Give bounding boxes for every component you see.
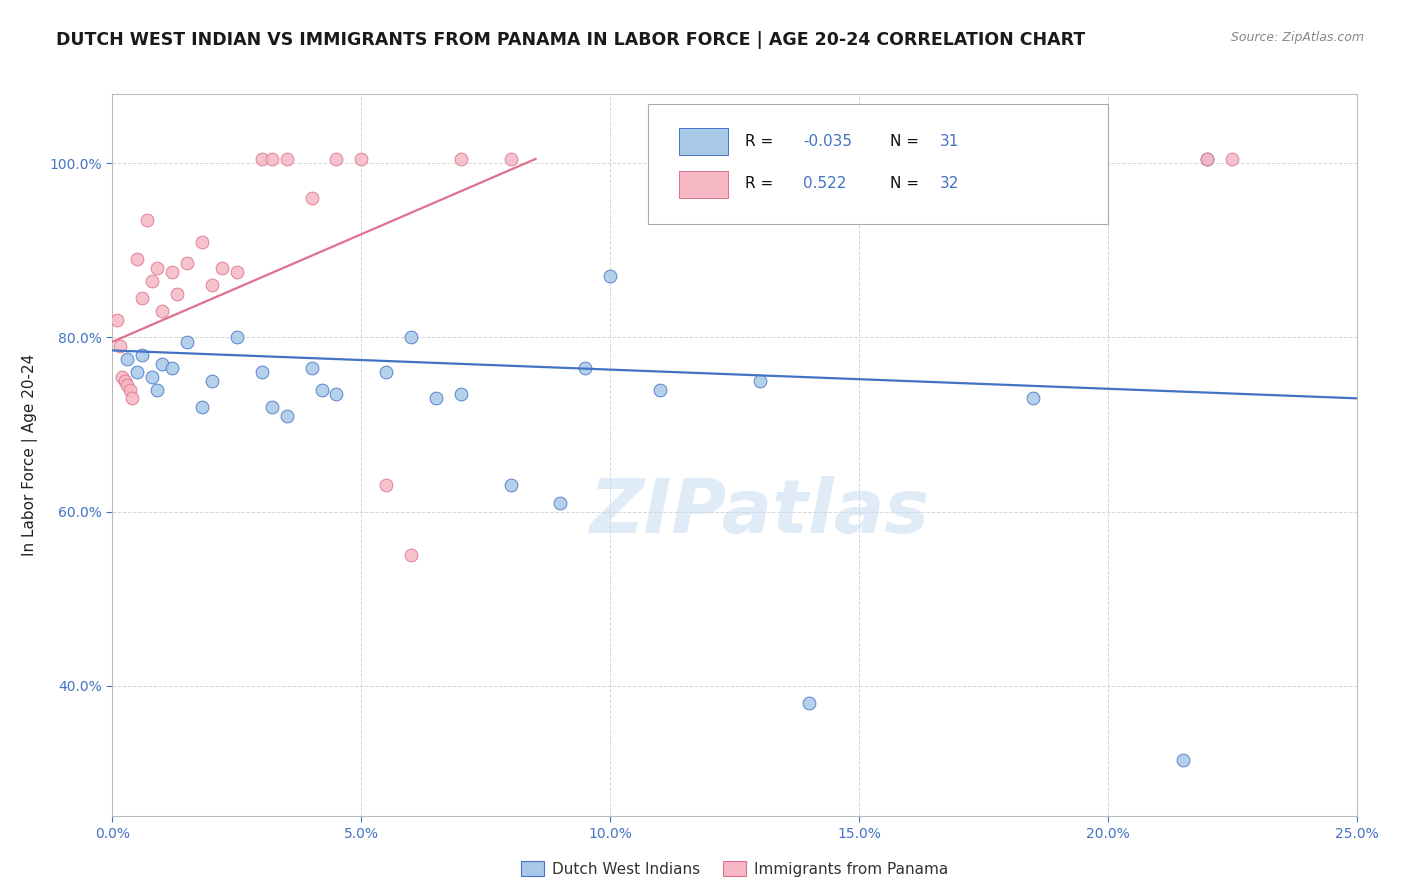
Text: 0.522: 0.522 <box>803 177 846 192</box>
Point <box>225 265 249 279</box>
Point <box>150 357 173 371</box>
Legend: Dutch West Indians, Immigrants from Panama: Dutch West Indians, Immigrants from Pana… <box>516 855 953 883</box>
Y-axis label: In Labor Force | Age 20-24: In Labor Force | Age 20-24 <box>22 354 38 556</box>
Text: Source: ZipAtlas.com: Source: ZipAtlas.com <box>1230 31 1364 45</box>
Point <box>550 496 572 510</box>
Text: -0.035: -0.035 <box>803 134 852 149</box>
Point <box>325 152 347 166</box>
Point <box>131 348 153 362</box>
Point <box>574 360 596 375</box>
Point <box>160 265 183 279</box>
Point <box>146 260 169 275</box>
Point <box>121 392 143 406</box>
Point <box>117 352 139 367</box>
Text: 32: 32 <box>941 177 959 192</box>
Point <box>1197 152 1219 166</box>
Point <box>350 152 373 166</box>
Point <box>111 369 134 384</box>
Point <box>211 260 233 275</box>
Point <box>166 286 188 301</box>
Point <box>301 191 323 205</box>
Point <box>191 400 214 414</box>
Text: 31: 31 <box>941 134 959 149</box>
Point <box>301 360 323 375</box>
Point <box>176 334 198 349</box>
Text: N =: N = <box>890 134 924 149</box>
Point <box>118 383 141 397</box>
Point <box>114 374 136 388</box>
Point <box>1022 392 1045 406</box>
FancyBboxPatch shape <box>679 128 728 155</box>
Point <box>117 378 139 392</box>
Point <box>399 548 422 562</box>
Point <box>250 365 273 379</box>
Point <box>160 360 183 375</box>
Point <box>146 383 169 397</box>
Point <box>425 392 447 406</box>
Point <box>276 152 298 166</box>
Point <box>311 383 333 397</box>
Point <box>141 369 163 384</box>
Point <box>399 330 422 344</box>
Text: ZIPatlas: ZIPatlas <box>589 476 929 549</box>
Point <box>150 304 173 318</box>
Point <box>191 235 214 249</box>
Point <box>127 252 149 266</box>
Point <box>1171 753 1194 767</box>
Point <box>276 409 298 423</box>
Point <box>250 152 273 166</box>
Point <box>375 365 398 379</box>
Point <box>450 152 472 166</box>
Text: R =: R = <box>745 134 778 149</box>
Point <box>499 152 522 166</box>
Point <box>799 696 821 710</box>
Point <box>450 387 472 401</box>
Point <box>260 152 283 166</box>
Point <box>127 365 149 379</box>
Point <box>176 256 198 270</box>
Point <box>131 291 153 305</box>
Text: N =: N = <box>890 177 924 192</box>
Point <box>108 339 131 353</box>
Point <box>375 478 398 492</box>
FancyBboxPatch shape <box>648 104 1108 224</box>
Point <box>499 478 522 492</box>
Point <box>260 400 283 414</box>
Text: R =: R = <box>745 177 778 192</box>
Point <box>599 269 621 284</box>
Point <box>225 330 249 344</box>
Point <box>325 387 347 401</box>
Point <box>141 274 163 288</box>
Text: DUTCH WEST INDIAN VS IMMIGRANTS FROM PANAMA IN LABOR FORCE | AGE 20-24 CORRELATI: DUTCH WEST INDIAN VS IMMIGRANTS FROM PAN… <box>56 31 1085 49</box>
Point <box>136 213 159 227</box>
Point <box>1197 152 1219 166</box>
Point <box>748 374 770 388</box>
Point <box>1220 152 1243 166</box>
Point <box>201 374 224 388</box>
Point <box>648 383 671 397</box>
Point <box>201 278 224 293</box>
Point <box>107 313 129 327</box>
FancyBboxPatch shape <box>679 171 728 198</box>
